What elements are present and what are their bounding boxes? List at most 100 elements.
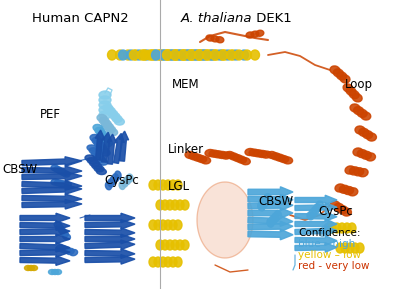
Ellipse shape (112, 115, 122, 122)
Ellipse shape (57, 180, 65, 186)
Ellipse shape (96, 156, 106, 162)
FancyArrow shape (85, 240, 135, 249)
Ellipse shape (28, 266, 34, 271)
Ellipse shape (242, 50, 252, 60)
Ellipse shape (171, 240, 179, 250)
Ellipse shape (172, 50, 180, 60)
Ellipse shape (343, 223, 351, 233)
Ellipse shape (132, 50, 140, 60)
Ellipse shape (319, 229, 325, 236)
Ellipse shape (358, 168, 368, 177)
Ellipse shape (316, 201, 324, 209)
Ellipse shape (103, 105, 113, 112)
Ellipse shape (87, 158, 97, 164)
Ellipse shape (324, 223, 330, 231)
Text: CysPc: CysPc (318, 205, 353, 218)
Ellipse shape (359, 128, 369, 136)
Text: CysPc: CysPc (104, 174, 139, 187)
Ellipse shape (124, 50, 132, 60)
Ellipse shape (209, 150, 219, 157)
Ellipse shape (161, 240, 169, 250)
FancyArrow shape (107, 134, 117, 164)
FancyArrow shape (248, 208, 293, 218)
FancyArrow shape (295, 236, 337, 245)
Ellipse shape (89, 148, 99, 154)
Ellipse shape (197, 155, 207, 162)
Ellipse shape (100, 149, 110, 156)
Ellipse shape (60, 246, 67, 252)
Ellipse shape (99, 96, 111, 104)
Ellipse shape (174, 257, 182, 267)
FancyArrow shape (20, 234, 70, 244)
Ellipse shape (54, 180, 62, 186)
Ellipse shape (340, 75, 350, 83)
Ellipse shape (334, 69, 343, 77)
Ellipse shape (96, 168, 106, 175)
Ellipse shape (351, 243, 359, 253)
Ellipse shape (48, 270, 56, 275)
Ellipse shape (52, 270, 58, 275)
Ellipse shape (169, 257, 177, 267)
Ellipse shape (220, 50, 230, 60)
FancyArrow shape (85, 249, 135, 258)
Ellipse shape (166, 240, 174, 250)
Ellipse shape (140, 50, 148, 60)
Ellipse shape (349, 90, 359, 99)
Ellipse shape (94, 140, 104, 147)
Ellipse shape (253, 150, 263, 157)
Ellipse shape (212, 50, 222, 60)
Ellipse shape (166, 200, 174, 210)
Ellipse shape (149, 180, 157, 190)
Text: PEF: PEF (40, 108, 61, 121)
Ellipse shape (264, 194, 272, 202)
Ellipse shape (339, 185, 349, 193)
Ellipse shape (66, 248, 74, 255)
Ellipse shape (176, 200, 184, 210)
Ellipse shape (110, 177, 116, 184)
Ellipse shape (312, 206, 319, 214)
Ellipse shape (90, 134, 100, 142)
Ellipse shape (228, 50, 238, 60)
Ellipse shape (99, 133, 109, 140)
Ellipse shape (174, 220, 182, 230)
Ellipse shape (60, 181, 68, 187)
FancyArrow shape (248, 216, 293, 226)
Ellipse shape (103, 139, 112, 147)
FancyArrow shape (248, 229, 293, 240)
Text: CBSW: CBSW (2, 163, 37, 176)
Ellipse shape (174, 180, 182, 190)
Ellipse shape (90, 160, 100, 166)
Ellipse shape (108, 110, 118, 117)
Ellipse shape (99, 106, 111, 114)
Ellipse shape (92, 137, 102, 144)
Ellipse shape (251, 31, 259, 37)
Ellipse shape (206, 35, 214, 41)
Ellipse shape (366, 133, 376, 141)
Ellipse shape (127, 174, 133, 182)
Ellipse shape (24, 266, 32, 271)
Ellipse shape (314, 204, 321, 212)
Ellipse shape (236, 156, 246, 163)
FancyArrow shape (20, 248, 70, 257)
Ellipse shape (352, 94, 362, 102)
Ellipse shape (218, 50, 228, 60)
Ellipse shape (346, 243, 354, 253)
Ellipse shape (118, 50, 128, 60)
Ellipse shape (142, 50, 152, 60)
Ellipse shape (92, 163, 102, 169)
Ellipse shape (130, 50, 138, 60)
Ellipse shape (345, 166, 355, 174)
Ellipse shape (126, 50, 136, 60)
Ellipse shape (51, 179, 59, 185)
Ellipse shape (211, 36, 219, 42)
Ellipse shape (366, 153, 376, 161)
FancyArrow shape (20, 221, 70, 230)
Ellipse shape (354, 107, 364, 115)
Ellipse shape (56, 245, 64, 251)
Ellipse shape (98, 146, 108, 153)
Ellipse shape (357, 150, 367, 158)
Ellipse shape (182, 50, 192, 60)
FancyArrow shape (85, 234, 135, 244)
Ellipse shape (95, 127, 105, 135)
FancyArrow shape (295, 212, 337, 221)
